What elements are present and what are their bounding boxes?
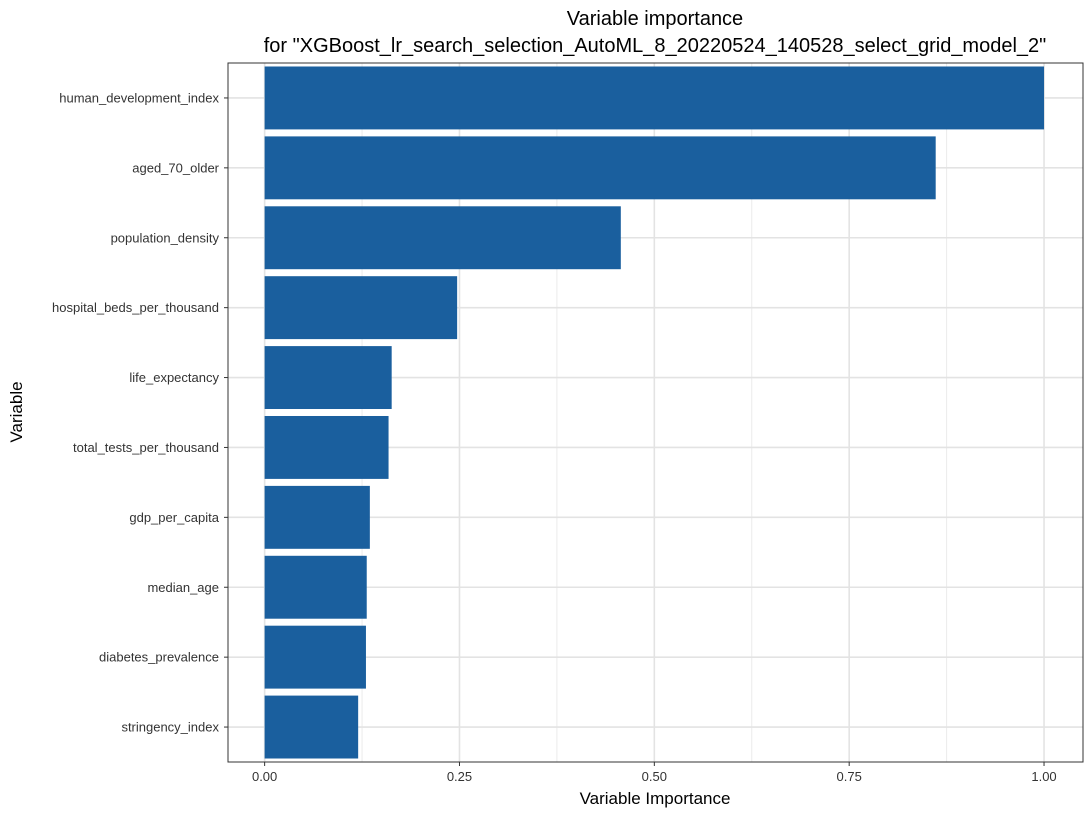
- bar-aged-70-older: [264, 136, 936, 200]
- bars-group: [264, 66, 1045, 759]
- y-tick-label: total_tests_per_thousand: [73, 440, 219, 455]
- bar-stringency-index: [264, 695, 359, 759]
- y-tick-label: median_age: [147, 580, 219, 595]
- x-axis: 0.00 0.25 0.50 0.75 1.00: [252, 762, 1057, 784]
- y-tick-label: population_density: [111, 230, 220, 245]
- bar-total-tests-per-thousand: [264, 415, 389, 479]
- chart-title: Variable importance: [567, 8, 743, 30]
- chart-subtitle: for "XGBoost_lr_search_selection_AutoML_…: [264, 35, 1047, 57]
- bar-diabetes-prevalence: [264, 625, 366, 689]
- bar-gdp-per-capita: [264, 485, 370, 549]
- x-tick-label: 1.00: [1031, 769, 1056, 784]
- y-tick-label: human_development_index: [59, 90, 219, 105]
- x-axis-title: Variable Importance: [580, 789, 731, 808]
- x-tick-label: 0.75: [837, 769, 862, 784]
- y-tick-label: hospital_beds_per_thousand: [52, 300, 219, 315]
- x-tick-label: 0.25: [447, 769, 472, 784]
- y-tick-label: aged_70_older: [132, 160, 219, 175]
- y-axis: human_development_index aged_70_olderpopu…: [52, 90, 228, 735]
- bar-median-age: [264, 555, 367, 619]
- panel-border: [227, 62, 1084, 763]
- y-tick-label: diabetes_prevalence: [99, 650, 219, 665]
- bar-human-development-index: [264, 66, 1045, 130]
- x-tick-label: 0.50: [642, 769, 667, 784]
- y-axis-title: Variable: [7, 381, 26, 442]
- x-tick-label: 0.00: [252, 769, 277, 784]
- y-tick-label: stringency_index: [121, 720, 219, 735]
- y-tick-label: gdp_per_capita: [129, 510, 219, 525]
- bar-hospital-beds-per-thousand: [264, 276, 458, 340]
- bar-population-density: [264, 206, 621, 270]
- bar-life-expectancy: [264, 346, 392, 410]
- y-tick-label: life_expectancy: [129, 370, 219, 385]
